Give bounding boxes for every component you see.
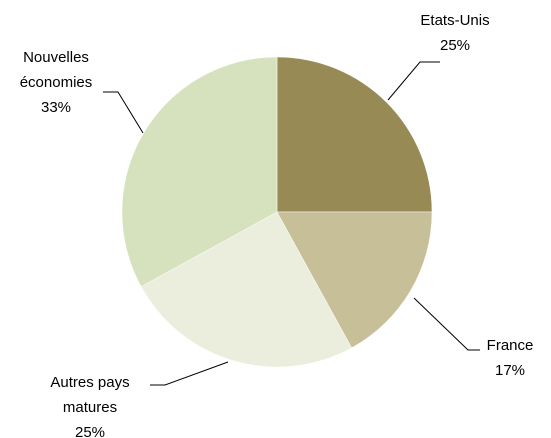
slice-label: France 17% xyxy=(450,333,551,383)
value-label: 25% xyxy=(439,37,471,54)
category-label: Nouvelles économies xyxy=(19,49,93,91)
pie-slice xyxy=(276,211,433,349)
value-label: 33% xyxy=(40,99,72,116)
leader-line xyxy=(413,297,480,351)
leader-line xyxy=(150,361,229,386)
category-label: Autres pays matures xyxy=(50,374,130,416)
leader-line xyxy=(103,91,144,134)
slice-label: Nouvelles économies 33% xyxy=(0,45,112,120)
pie-slice xyxy=(140,211,353,368)
value-label: 17% xyxy=(494,362,526,379)
leader-line xyxy=(387,61,440,101)
slice-label: Etats-Unis 25% xyxy=(395,8,515,58)
pie-slice xyxy=(121,56,278,288)
category-label: France xyxy=(486,337,534,354)
value-label: 25% xyxy=(74,424,106,438)
pie-slice xyxy=(276,56,433,213)
slice-label: Autres pays matures 25% xyxy=(30,370,150,438)
category-label: Etats-Unis xyxy=(420,12,490,29)
